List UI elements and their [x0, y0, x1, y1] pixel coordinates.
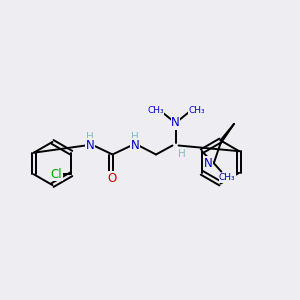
Text: CH₃: CH₃ — [188, 106, 205, 115]
Text: N: N — [204, 157, 213, 170]
Text: CH₃: CH₃ — [147, 106, 164, 115]
Text: N: N — [130, 139, 140, 152]
Text: O: O — [108, 172, 117, 185]
Text: N: N — [85, 139, 94, 152]
Text: Cl: Cl — [50, 168, 62, 181]
Text: H: H — [86, 132, 94, 142]
Text: H: H — [178, 149, 186, 159]
Text: H: H — [131, 132, 139, 142]
Text: N: N — [171, 116, 180, 130]
Text: CH₃: CH₃ — [219, 173, 236, 182]
